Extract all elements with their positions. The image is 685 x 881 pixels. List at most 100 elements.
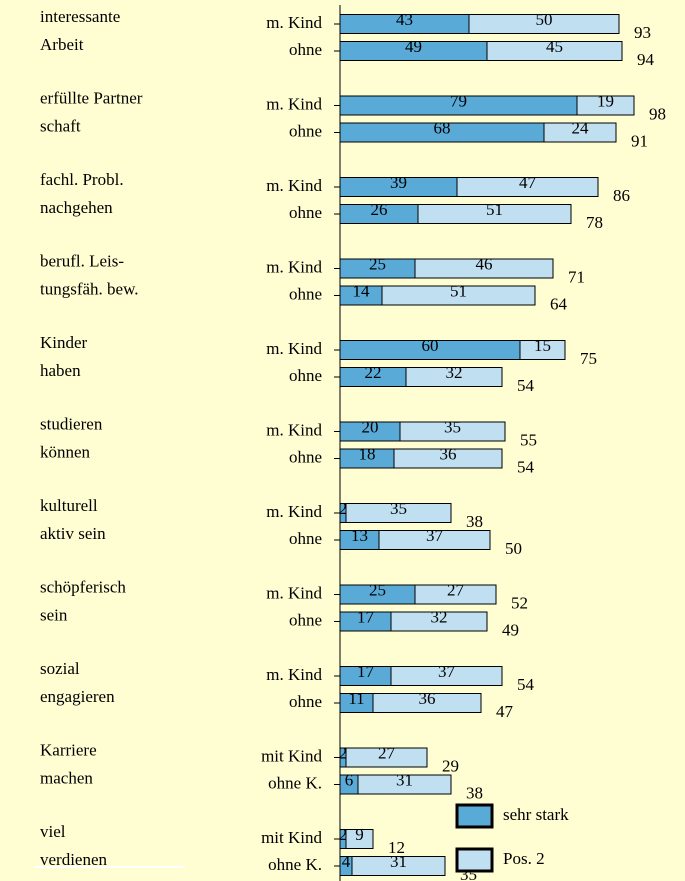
bar-segment — [576, 95, 635, 116]
group-label: berufl. Leis- — [40, 251, 124, 270]
group-label: erfüllte Partner — [40, 88, 143, 107]
segment-label: 79 — [450, 91, 467, 110]
segment-label: 26 — [371, 200, 388, 219]
group-label: sein — [40, 605, 68, 624]
segment-label: 14 — [353, 281, 371, 300]
segment-label: 51 — [450, 281, 467, 300]
segment-label: 32 — [446, 363, 463, 382]
total-label: 94 — [637, 50, 655, 69]
group-label: schaft — [40, 116, 81, 135]
group-label: machen — [40, 768, 93, 787]
segment-label: 32 — [431, 607, 448, 626]
segment-label: 15 — [534, 336, 551, 355]
total-label: 52 — [511, 593, 528, 612]
group-label: interessante — [40, 7, 120, 26]
group-label: fachl. Probl. — [40, 170, 124, 189]
segment-label: 39 — [390, 173, 407, 192]
segment-label: 31 — [396, 770, 413, 789]
segment-label: 36 — [440, 444, 457, 463]
row-label: ohne — [289, 203, 322, 222]
total-label: 54 — [517, 675, 535, 694]
segment-label: 22 — [365, 363, 382, 382]
segment-label: 50 — [536, 10, 553, 29]
row-label: m. Kind — [266, 502, 322, 521]
group-label: engagieren — [40, 687, 115, 706]
bar-segment — [345, 829, 374, 849]
group-label: kulturell — [40, 496, 98, 515]
bar-segment — [378, 530, 491, 550]
total-label: 54 — [517, 457, 535, 476]
row-label: ohne — [289, 121, 322, 140]
total-label: 93 — [634, 23, 651, 42]
group-label: schöpferisch — [40, 577, 126, 596]
bar-segment — [345, 747, 428, 768]
segment-label: 2 — [339, 743, 348, 762]
row-label: ohne — [289, 40, 322, 59]
total-label: 71 — [568, 267, 585, 286]
row-label: m. Kind — [266, 257, 322, 276]
group-label: können — [40, 442, 91, 461]
bar-segment — [399, 421, 506, 442]
segment-label: 49 — [405, 37, 422, 56]
row-label: ohne — [289, 529, 322, 548]
row-label: m. Kind — [266, 13, 322, 32]
row-label: ohne — [289, 610, 322, 629]
total-label: 98 — [649, 104, 666, 123]
group-label: aktiv sein — [40, 524, 106, 543]
bar-segment — [357, 774, 452, 795]
legend-label: sehr stark — [503, 805, 569, 824]
bar-segment — [351, 856, 446, 876]
group-label: Arbeit — [40, 35, 84, 54]
segment-label: 9 — [355, 825, 364, 844]
bar-segment — [543, 122, 617, 143]
segment-label: 24 — [572, 118, 590, 137]
segment-label: 35 — [390, 499, 407, 518]
row-label: ohne — [289, 366, 322, 385]
segment-label: 4 — [342, 852, 351, 871]
total-label: 49 — [502, 620, 519, 639]
total-label: 91 — [631, 131, 648, 150]
group-label: verdienen — [40, 850, 108, 869]
segment-label: 27 — [447, 580, 465, 599]
row-label: m. Kind — [266, 94, 322, 113]
group-label: haben — [40, 361, 81, 380]
segment-label: 18 — [359, 444, 376, 463]
legend-label: Pos. 2 — [503, 849, 545, 868]
segment-label: 47 — [519, 173, 537, 192]
segment-label: 31 — [390, 852, 407, 871]
total-label: 38 — [466, 512, 483, 531]
segment-label: 6 — [345, 770, 354, 789]
legend-swatch — [455, 803, 494, 829]
bar-segment — [345, 503, 452, 523]
row-label: mit Kind — [261, 828, 322, 847]
bar-segment — [417, 204, 572, 224]
group-label: sozial — [40, 659, 80, 678]
bar-segment — [390, 666, 503, 686]
group-label: tungsfäh. bew. — [40, 279, 139, 298]
segment-label: 36 — [419, 689, 436, 708]
segment-label: 11 — [348, 689, 364, 708]
row-label: ohne — [289, 284, 322, 303]
bar-segment — [381, 285, 536, 306]
total-label: 38 — [466, 783, 483, 802]
segment-label: 19 — [597, 91, 614, 110]
segment-label: 35 — [444, 417, 461, 436]
row-label: m. Kind — [266, 176, 322, 195]
segment-label: 17 — [357, 662, 375, 681]
bar-segment — [390, 611, 488, 632]
bar-segment — [372, 693, 482, 713]
group-label: studieren — [40, 414, 103, 433]
row-label: ohne — [289, 692, 322, 711]
segment-label: 45 — [546, 37, 563, 56]
segment-label: 51 — [486, 200, 503, 219]
total-label: 29 — [442, 756, 459, 775]
total-label: 75 — [580, 349, 597, 368]
segment-label: 37 — [426, 526, 444, 545]
total-label: 64 — [550, 294, 568, 313]
bar-segment — [393, 448, 503, 469]
segment-label: 43 — [396, 10, 413, 29]
total-label: 12 — [388, 838, 405, 857]
total-label: 55 — [520, 430, 537, 449]
bar-segment — [414, 258, 554, 279]
